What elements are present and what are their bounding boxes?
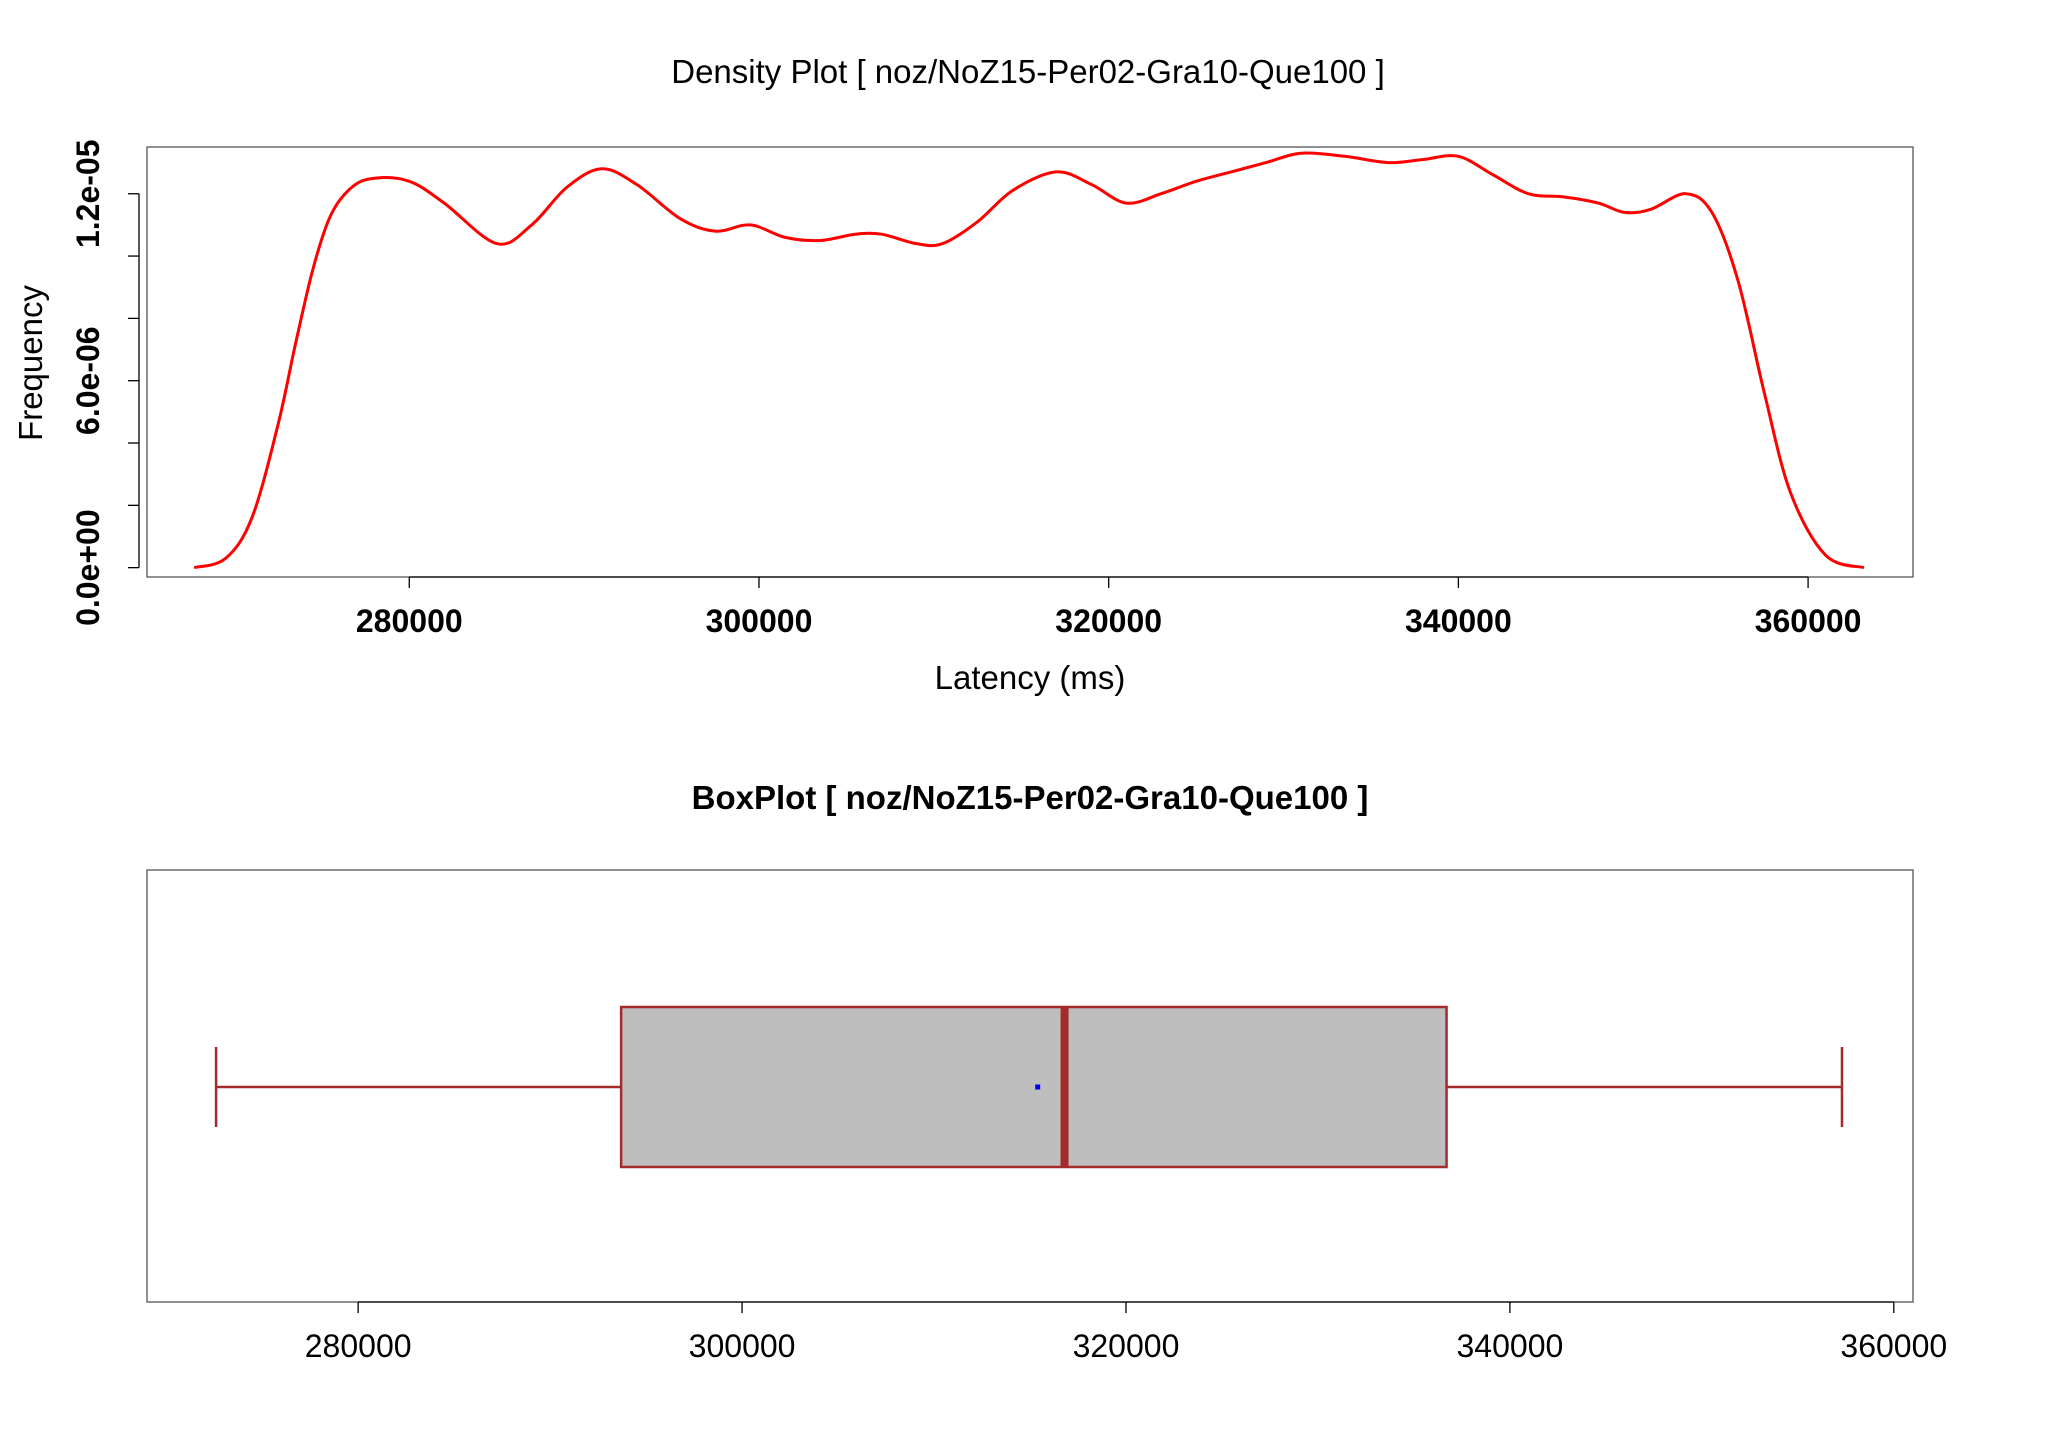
- density-y-tick-label: 1.2e-05: [70, 139, 106, 248]
- density-x-tick-label: 320000: [1055, 603, 1162, 639]
- density-y-tick-label: 0.0e+00: [70, 509, 106, 626]
- box-plot-marks: [214, 1005, 1844, 1169]
- box-x-tick-label: 360000: [1840, 1328, 1947, 1364]
- density-plot-title: Density Plot [ noz/NoZ15-Per02-Gra10-Que…: [671, 53, 1385, 90]
- density-y-axis-label: Frequency: [12, 285, 49, 441]
- density-x-axis: 280000 300000 320000 340000 360000: [356, 576, 1862, 639]
- density-x-tick-label: 300000: [706, 603, 813, 639]
- density-y-tick-label: 6.0e-06: [70, 326, 106, 435]
- box-x-axis: 280000 300000 320000 340000 360000: [305, 1301, 1947, 1364]
- box-x-tick-label: 300000: [689, 1328, 796, 1364]
- density-x-tick-label: 360000: [1755, 603, 1862, 639]
- box-x-tick-label: 320000: [1073, 1328, 1180, 1364]
- density-curve: [193, 151, 1865, 570]
- box-x-tick-label: 340000: [1457, 1328, 1564, 1364]
- density-x-axis-label: Latency (ms): [935, 659, 1126, 696]
- density-x-tick-label: 340000: [1405, 603, 1512, 639]
- density-x-tick-label: 280000: [356, 603, 463, 639]
- density-y-axis: 0.0e+00 6.0e-06 1.2e-05: [70, 139, 140, 626]
- box-plot-panel: BoxPlot [ noz/NoZ15-Per02-Gra10-Que100 ]…: [146, 779, 1947, 1364]
- box-x-tick-label: 280000: [305, 1328, 412, 1364]
- mean-point: [1035, 1084, 1041, 1090]
- interquartile-box: [619, 1005, 1448, 1169]
- box-plot-title: BoxPlot [ noz/NoZ15-Per02-Gra10-Que100 ]: [692, 779, 1369, 816]
- density-plot-panel: Density Plot [ noz/NoZ15-Per02-Gra10-Que…: [12, 53, 1914, 696]
